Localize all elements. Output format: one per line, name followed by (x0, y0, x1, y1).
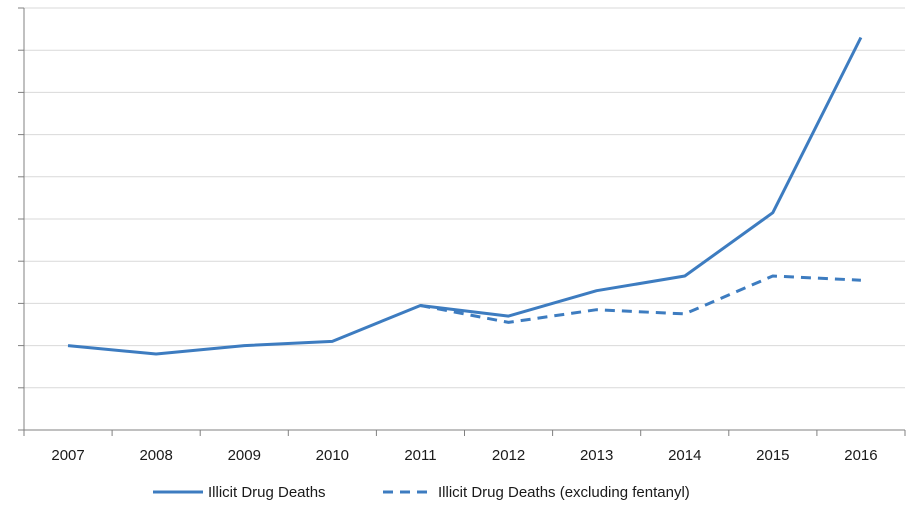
series-lines (67, 36, 863, 356)
x-tick-label-2011: 2011 (404, 447, 436, 464)
x-tick-label-2013: 2013 (580, 447, 613, 464)
axes (18, 7, 906, 436)
x-tick-label-2010: 2010 (316, 447, 349, 464)
x-tick-label-2008: 2008 (139, 447, 172, 464)
gridlines (24, 7, 905, 389)
legend-label-0: Illicit Drug Deaths (208, 484, 326, 501)
x-axis-tick-labels: 2007 2008 2009 2010 2011 2012 2013 2014 2015 2016 (51, 447, 877, 464)
x-tick-label-2009: 2009 (228, 447, 261, 464)
x-tick-label-2014: 2014 (668, 447, 701, 464)
series-line-0 (67, 36, 863, 356)
x-tick-label-2015: 2015 (756, 447, 789, 464)
x-tick-label-2007: 2007 (51, 447, 84, 464)
legend-label-1: Illicit Drug Deaths (excluding fentanyl) (438, 484, 690, 501)
x-tick-label-2012: 2012 (492, 447, 525, 464)
series-line-1 (420, 274, 861, 324)
legend: Illicit Drug Deaths Illicit Drug Deaths (… (153, 484, 690, 501)
x-tick-label-2016: 2016 (844, 447, 877, 464)
